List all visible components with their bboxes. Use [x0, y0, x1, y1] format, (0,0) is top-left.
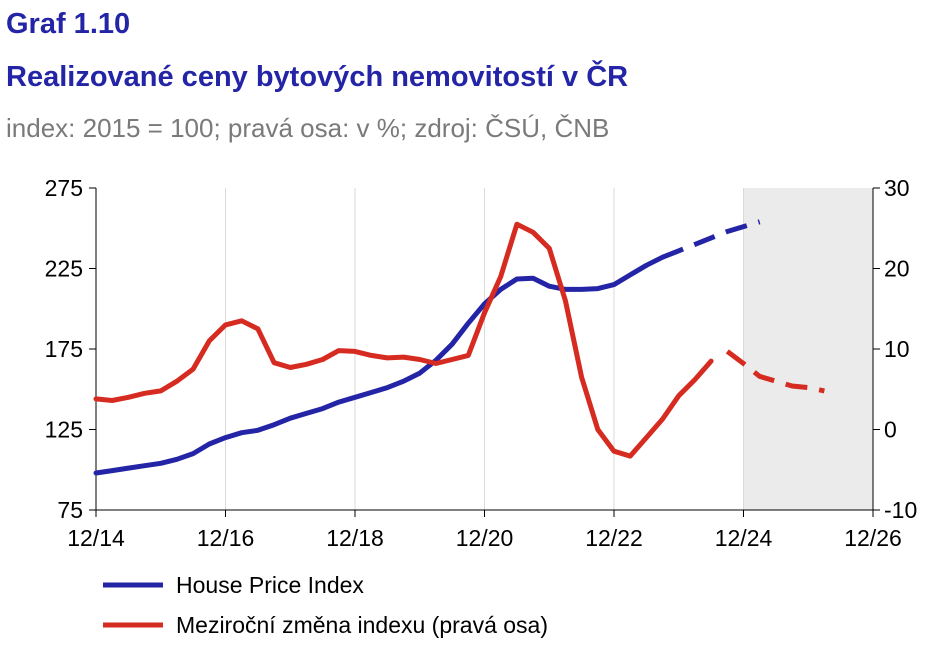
- x-tick-label: 12/24: [715, 525, 773, 551]
- graph-number: Graf 1.10: [6, 8, 130, 40]
- x-tick-label: 12/22: [585, 525, 643, 551]
- series-line-index: [93, 254, 666, 476]
- legend-label-yoy: Meziroční změna indexu (pravá osa): [176, 612, 548, 638]
- y-left-tick-label: 75: [57, 497, 83, 523]
- x-tick-label: 12/16: [197, 525, 255, 551]
- chart-title: Realizované ceny bytových nemovitostí v …: [6, 59, 628, 93]
- y-left-tick-label: 225: [45, 256, 83, 282]
- x-tick-label: 12/26: [844, 525, 902, 551]
- y-right-tick-label: 0: [884, 417, 897, 443]
- forecast-band: [743, 188, 873, 510]
- series-forecast-yoy: [725, 349, 825, 394]
- x-tick-label: 12/18: [326, 525, 384, 551]
- y-left-tick-label: 125: [45, 417, 83, 443]
- y-right-tick-label: 10: [884, 336, 910, 362]
- x-tick-label: 12/14: [67, 525, 125, 551]
- x-tick-label: 12/20: [456, 525, 514, 551]
- y-right-tick-label: 20: [884, 256, 910, 282]
- y-left-tick-label: 175: [45, 336, 83, 362]
- plot-area: 275 225 175 125 75 30 20 10 0 -10 12/14 12/16 12/18 1…: [45, 175, 918, 551]
- y-right-tick-label: 30: [884, 175, 910, 201]
- chart-subtitle: index: 2015 = 100; pravá osa: v %; zdroj…: [6, 113, 609, 143]
- series-line-yoy: [93, 221, 714, 459]
- legend: House Price Index Meziroční změna indexu…: [103, 572, 548, 638]
- legend-label-index: House Price Index: [176, 572, 364, 598]
- y-left-tick-label: 275: [45, 175, 83, 201]
- series-forecast-index: [661, 219, 761, 260]
- y-right-tick-label: -10: [884, 497, 917, 523]
